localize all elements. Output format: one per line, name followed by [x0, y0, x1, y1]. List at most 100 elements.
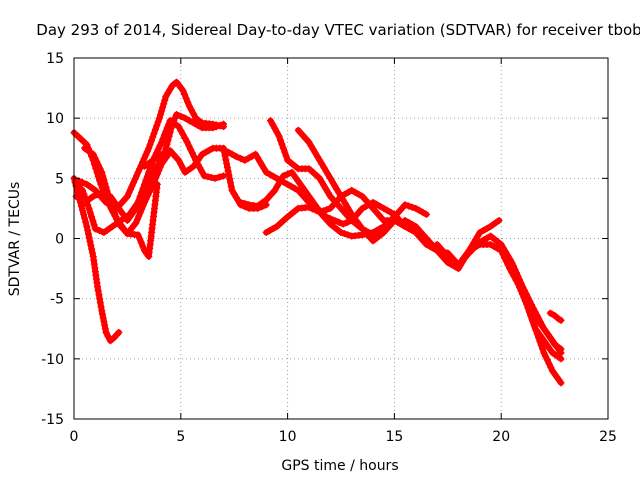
data-point [447, 255, 455, 263]
data-point [281, 148, 289, 156]
y-tick-label: 10 [46, 111, 64, 127]
data-point [512, 274, 520, 282]
data-point [139, 202, 147, 210]
data-point [320, 182, 328, 190]
data-point [143, 172, 151, 180]
data-point [275, 179, 283, 187]
data-point [198, 168, 206, 176]
series-layer [70, 78, 565, 387]
data-point [166, 85, 174, 93]
series-sat-p [501, 253, 565, 353]
data-point [89, 150, 97, 158]
data-point [133, 200, 141, 208]
data-point [494, 238, 502, 246]
data-point [305, 138, 313, 146]
data-point [86, 209, 94, 217]
data-point [136, 165, 144, 173]
data-point [287, 210, 295, 218]
data-point [135, 196, 143, 204]
x-tick-label: 20 [492, 429, 510, 445]
data-point [314, 153, 322, 161]
data-point [100, 318, 108, 326]
data-point [472, 236, 480, 244]
data-point [79, 206, 87, 214]
data-point [401, 222, 409, 230]
data-point [89, 217, 97, 225]
data-point [387, 208, 395, 216]
data-point [333, 185, 341, 193]
data-point [351, 188, 359, 196]
data-point [164, 136, 172, 144]
data-point [112, 213, 120, 221]
data-point [80, 210, 88, 218]
data-point [373, 234, 381, 242]
data-point [185, 102, 193, 110]
data-point [540, 349, 548, 357]
data-point [80, 190, 88, 198]
data-point [422, 210, 430, 218]
data-point [223, 160, 231, 168]
data-point [339, 196, 347, 204]
data-point [335, 218, 343, 226]
data-point [185, 142, 193, 150]
data-point [145, 144, 153, 152]
data-point [162, 127, 170, 135]
data-point [350, 214, 358, 222]
data-point [163, 140, 171, 148]
series-line [547, 310, 565, 324]
data-point [262, 168, 270, 176]
data-point [269, 120, 277, 128]
data-point [520, 292, 528, 300]
data-point [90, 221, 98, 229]
data-point [505, 260, 513, 268]
data-point [319, 207, 327, 215]
data-point [190, 153, 198, 161]
data-point [358, 204, 366, 212]
data-point [181, 114, 189, 122]
data-point [115, 328, 123, 336]
data-point [159, 103, 167, 111]
data-point [136, 192, 144, 200]
data-point [248, 152, 256, 160]
data-point [271, 186, 279, 194]
data-point [266, 226, 274, 234]
data-point [179, 130, 187, 138]
data-point [88, 249, 96, 257]
data-point [508, 267, 516, 275]
data-point [132, 204, 140, 212]
data-point [171, 114, 179, 122]
data-point [220, 172, 228, 180]
data-point [173, 111, 181, 119]
data-point [136, 209, 144, 217]
data-point [344, 231, 352, 239]
data-point [137, 239, 145, 247]
data-point [150, 177, 158, 185]
data-point [142, 195, 150, 203]
data-point [187, 106, 195, 114]
data-point [249, 201, 257, 209]
data-point [123, 192, 131, 200]
data-point [159, 135, 167, 143]
data-point [405, 224, 413, 232]
data-point [405, 218, 413, 226]
data-point [86, 238, 94, 246]
data-point [146, 188, 154, 196]
data-point [333, 226, 341, 234]
data-point [309, 205, 317, 213]
data-point [224, 148, 232, 156]
data-point [376, 202, 384, 210]
data-point [158, 138, 166, 146]
data-point [326, 215, 334, 223]
data-point [204, 173, 212, 181]
data-point [101, 180, 109, 188]
data-point [522, 296, 530, 304]
data-point [135, 212, 143, 220]
data-point [273, 128, 281, 136]
data-point [490, 235, 498, 243]
data-point [134, 168, 142, 176]
data-point [483, 234, 491, 242]
data-point [83, 222, 91, 230]
data-point [324, 171, 332, 179]
